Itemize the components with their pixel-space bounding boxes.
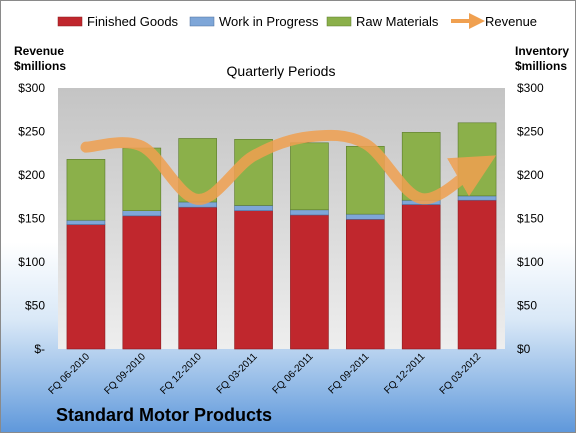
y-right-tick-label: $100 — [517, 255, 544, 269]
revenue-line-layer — [80, 129, 497, 205]
x-tick-label: FQ 03-2012 — [438, 351, 484, 397]
bar-work-in-progress — [122, 210, 162, 217]
legend-swatch-finished-goods — [57, 16, 83, 27]
legend-swatch-work-in-progress — [189, 16, 215, 27]
x-tick-label: FQ 03-2011 — [215, 351, 260, 396]
bar-finished-goods — [457, 199, 497, 350]
bar-raw-materials — [457, 122, 497, 197]
legend-item-revenue: Revenue — [451, 13, 537, 29]
revenue-line — [80, 129, 497, 205]
y-right-tick-label: $250 — [517, 125, 544, 139]
y-left-tick-label: $50 — [25, 299, 45, 313]
y-right-title-line-2: $millions — [515, 59, 567, 73]
x-tick-label: FQ 06-2010 — [47, 351, 93, 397]
legend-label-work-in-progress: Work in Progress — [219, 14, 319, 29]
bar-finished-goods — [346, 219, 385, 350]
y-left-tick-label: $300 — [18, 81, 45, 95]
y-left-title-line-1: Revenue — [14, 44, 64, 58]
legend-item-raw-materials: Raw Materials — [326, 14, 439, 29]
x-tick-label: FQ 09-2011 — [326, 351, 371, 396]
legend-label-raw-materials: Raw Materials — [356, 14, 439, 29]
bar-finished-goods — [401, 204, 441, 350]
y-right-tick-label: $50 — [517, 299, 537, 313]
y-axis-right: $0 $50 $100 $150 $200 $250 $300 — [517, 81, 544, 356]
company-name: Standard Motor Products — [56, 405, 272, 425]
bar-work-in-progress — [234, 205, 273, 211]
y-left-title-line-2: $millions — [14, 59, 66, 73]
y-left-tick-label: $150 — [18, 212, 45, 226]
x-axis: FQ 06-2010 FQ 09-2010 FQ 12-2010 FQ 03-2011… — [47, 351, 484, 397]
bar-finished-goods — [66, 224, 106, 350]
x-tick-label: FQ 09-2010 — [102, 351, 148, 397]
x-tick-label: FQ 12-2010 — [158, 351, 204, 397]
y-axis-left: $- $50 $100 $150 $200 $250 $300 — [18, 81, 45, 356]
bar-raw-materials — [66, 159, 106, 221]
y-right-tick-label: $0 — [517, 342, 531, 356]
y-left-tick-label: $100 — [18, 255, 45, 269]
bar-finished-goods — [234, 210, 273, 350]
bar-finished-goods — [178, 206, 217, 350]
plot-title: Quarterly Periods — [227, 63, 336, 79]
y-right-title-line-1: Inventory — [515, 44, 569, 58]
y-left-tick-label: $250 — [18, 125, 45, 139]
x-tick-label: FQ 12-2011 — [382, 351, 427, 396]
bar-finished-goods — [122, 215, 162, 350]
y-right-tick-label: $150 — [517, 212, 544, 226]
legend-item-finished-goods: Finished Goods — [57, 14, 179, 29]
y-left-tick-label: $- — [34, 342, 45, 356]
y-right-tick-label: $300 — [517, 81, 544, 95]
y-right-tick-label: $200 — [517, 168, 544, 182]
legend-label-finished-goods: Finished Goods — [87, 14, 179, 29]
legend-label-revenue: Revenue — [485, 14, 537, 29]
bar-work-in-progress — [290, 209, 329, 216]
bar-work-in-progress — [457, 195, 497, 201]
bar-work-in-progress — [346, 213, 385, 220]
bar-work-in-progress — [66, 219, 106, 225]
bar-raw-materials — [290, 142, 329, 211]
legend: Finished Goods Work in Progress Raw Mate… — [57, 13, 537, 29]
bars — [66, 122, 497, 350]
y-left-tick-label: $200 — [18, 168, 45, 182]
bar-finished-goods — [290, 214, 329, 350]
x-tick-label: FQ 06-2011 — [271, 351, 316, 396]
legend-swatch-raw-materials — [326, 16, 352, 27]
legend-item-work-in-progress: Work in Progress — [189, 14, 319, 29]
